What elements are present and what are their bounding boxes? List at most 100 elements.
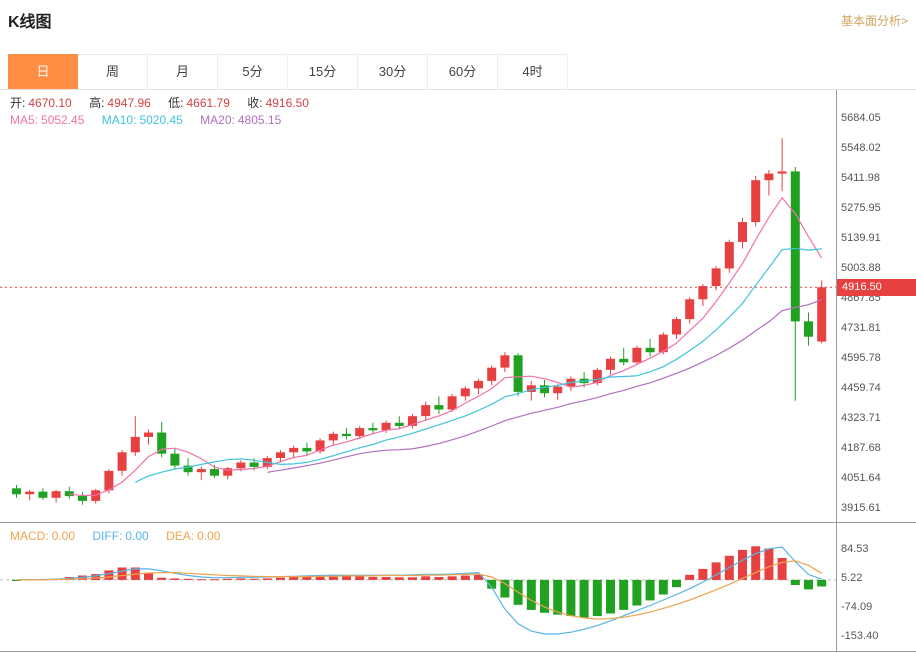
macd-bar xyxy=(447,576,457,580)
candle-body xyxy=(183,465,193,473)
candle-body xyxy=(328,433,338,441)
candle-body xyxy=(592,369,602,384)
candle-body xyxy=(130,436,140,453)
macd-bar xyxy=(117,567,127,580)
macd-bar xyxy=(196,579,206,581)
low-label: 低: xyxy=(168,96,184,110)
macd-bar xyxy=(500,579,510,598)
macd-bar xyxy=(302,577,312,580)
candle-body xyxy=(38,491,48,498)
timeframe-tab[interactable]: 30分 xyxy=(358,54,428,90)
ma10-line xyxy=(135,247,822,483)
candle-body xyxy=(421,405,431,417)
candle-body xyxy=(777,171,787,174)
candle-body xyxy=(487,367,497,381)
candle-body xyxy=(738,222,747,242)
candle-body xyxy=(342,433,351,436)
candle-body xyxy=(619,358,629,363)
candle-body xyxy=(368,428,378,431)
macd-bar xyxy=(157,577,167,580)
macd-bar xyxy=(276,577,285,580)
low-value: 4661.79 xyxy=(186,96,230,110)
macd-bar xyxy=(421,576,431,580)
price-axis-label: 5411.98 xyxy=(841,172,880,184)
macd-bar xyxy=(817,579,827,587)
ma5-value: 5052.45 xyxy=(41,113,85,127)
ma10-group: MA10: 5020.45 xyxy=(102,113,183,127)
timeframe-tab[interactable]: 5分 xyxy=(218,54,288,90)
macd-bar xyxy=(249,578,259,580)
macd-bar xyxy=(540,579,549,613)
price-axis-label: 4323.71 xyxy=(841,412,881,424)
timeframe-tab[interactable]: 15分 xyxy=(288,54,358,90)
price-axis-label: 4731.81 xyxy=(841,322,881,334)
macd-bar xyxy=(804,579,813,590)
macd-label: MACD: xyxy=(10,529,49,543)
timeframe-tab[interactable]: 月 xyxy=(148,54,218,90)
candle-body xyxy=(658,334,668,353)
price-axis: 5684.05 5548.02 5411.98 5275.95 5139.91 5003.… xyxy=(841,0,916,653)
candle-body xyxy=(606,358,615,370)
price-axis-label: 5684.05 xyxy=(841,112,881,124)
macd-bar xyxy=(777,558,787,580)
candle-body xyxy=(540,385,549,394)
timeframe-tab[interactable]: 周 xyxy=(78,54,148,90)
macd-group: MACD: 0.00 xyxy=(10,529,75,543)
macd-bar xyxy=(658,579,668,595)
macd-bar xyxy=(368,577,378,580)
macd-bar xyxy=(394,577,404,580)
macd-bar xyxy=(698,568,708,580)
ma10-value: 5020.45 xyxy=(139,113,183,127)
candle-body xyxy=(289,447,299,453)
high-group: 高: 4947.96 xyxy=(89,96,151,110)
close-value: 4916.50 xyxy=(265,96,309,110)
low-group: 低: 4661.79 xyxy=(168,96,230,110)
macd-bar xyxy=(790,579,800,585)
macd-bar xyxy=(592,579,602,617)
timeframe-tab[interactable]: 60分 xyxy=(428,54,498,90)
candle-body xyxy=(302,447,312,452)
macd-bar xyxy=(104,570,114,580)
page-title: K线图 xyxy=(8,14,52,31)
ma20-line xyxy=(267,299,822,473)
macd-bar xyxy=(328,575,338,580)
macd-bar xyxy=(738,549,747,580)
macd-bar xyxy=(183,578,193,580)
timeframe-tab[interactable]: 日 xyxy=(8,54,78,90)
dea-label: DEA: xyxy=(166,529,195,543)
candlestick-chart[interactable] xyxy=(0,91,836,522)
candle-body xyxy=(553,386,563,394)
diff-label: DIFF: xyxy=(92,529,123,543)
macd-bar xyxy=(434,577,444,580)
current-price-badge: 4916.50 xyxy=(837,279,916,296)
dea-group: DEA: 0.00 xyxy=(166,529,220,543)
macd-bar xyxy=(672,579,681,588)
macd-bar xyxy=(685,574,695,580)
price-axis-label: 4459.74 xyxy=(841,382,881,394)
macd-bar xyxy=(553,579,563,615)
tabs-divider xyxy=(0,89,916,90)
timeframe-tab[interactable]: 4时 xyxy=(498,54,568,90)
close-label: 收: xyxy=(247,96,263,110)
macd-bar xyxy=(262,578,272,580)
candle-body xyxy=(685,299,695,320)
macd-bar xyxy=(91,574,101,580)
price-axis-label: 5003.88 xyxy=(841,262,881,274)
diff-group: DIFF: 0.00 xyxy=(92,529,148,543)
macd-bar xyxy=(381,577,391,580)
axis-divider xyxy=(836,90,837,651)
macd-bar xyxy=(460,575,470,580)
candle-body xyxy=(236,462,246,469)
macd-chart[interactable] xyxy=(0,525,836,651)
timeframe-tabs: 日周月 5分 15分 30分 60分 4时 xyxy=(8,54,568,90)
candle-body xyxy=(157,432,167,454)
candle-body xyxy=(170,453,180,466)
macd-bar xyxy=(579,579,589,618)
candle-body xyxy=(408,416,417,426)
fundamental-analysis-link[interactable]: 基本面分析> xyxy=(840,14,908,28)
candle-body xyxy=(474,380,483,389)
candle-body xyxy=(249,462,259,467)
ma5-line xyxy=(69,196,823,497)
high-value: 4947.96 xyxy=(107,96,151,110)
